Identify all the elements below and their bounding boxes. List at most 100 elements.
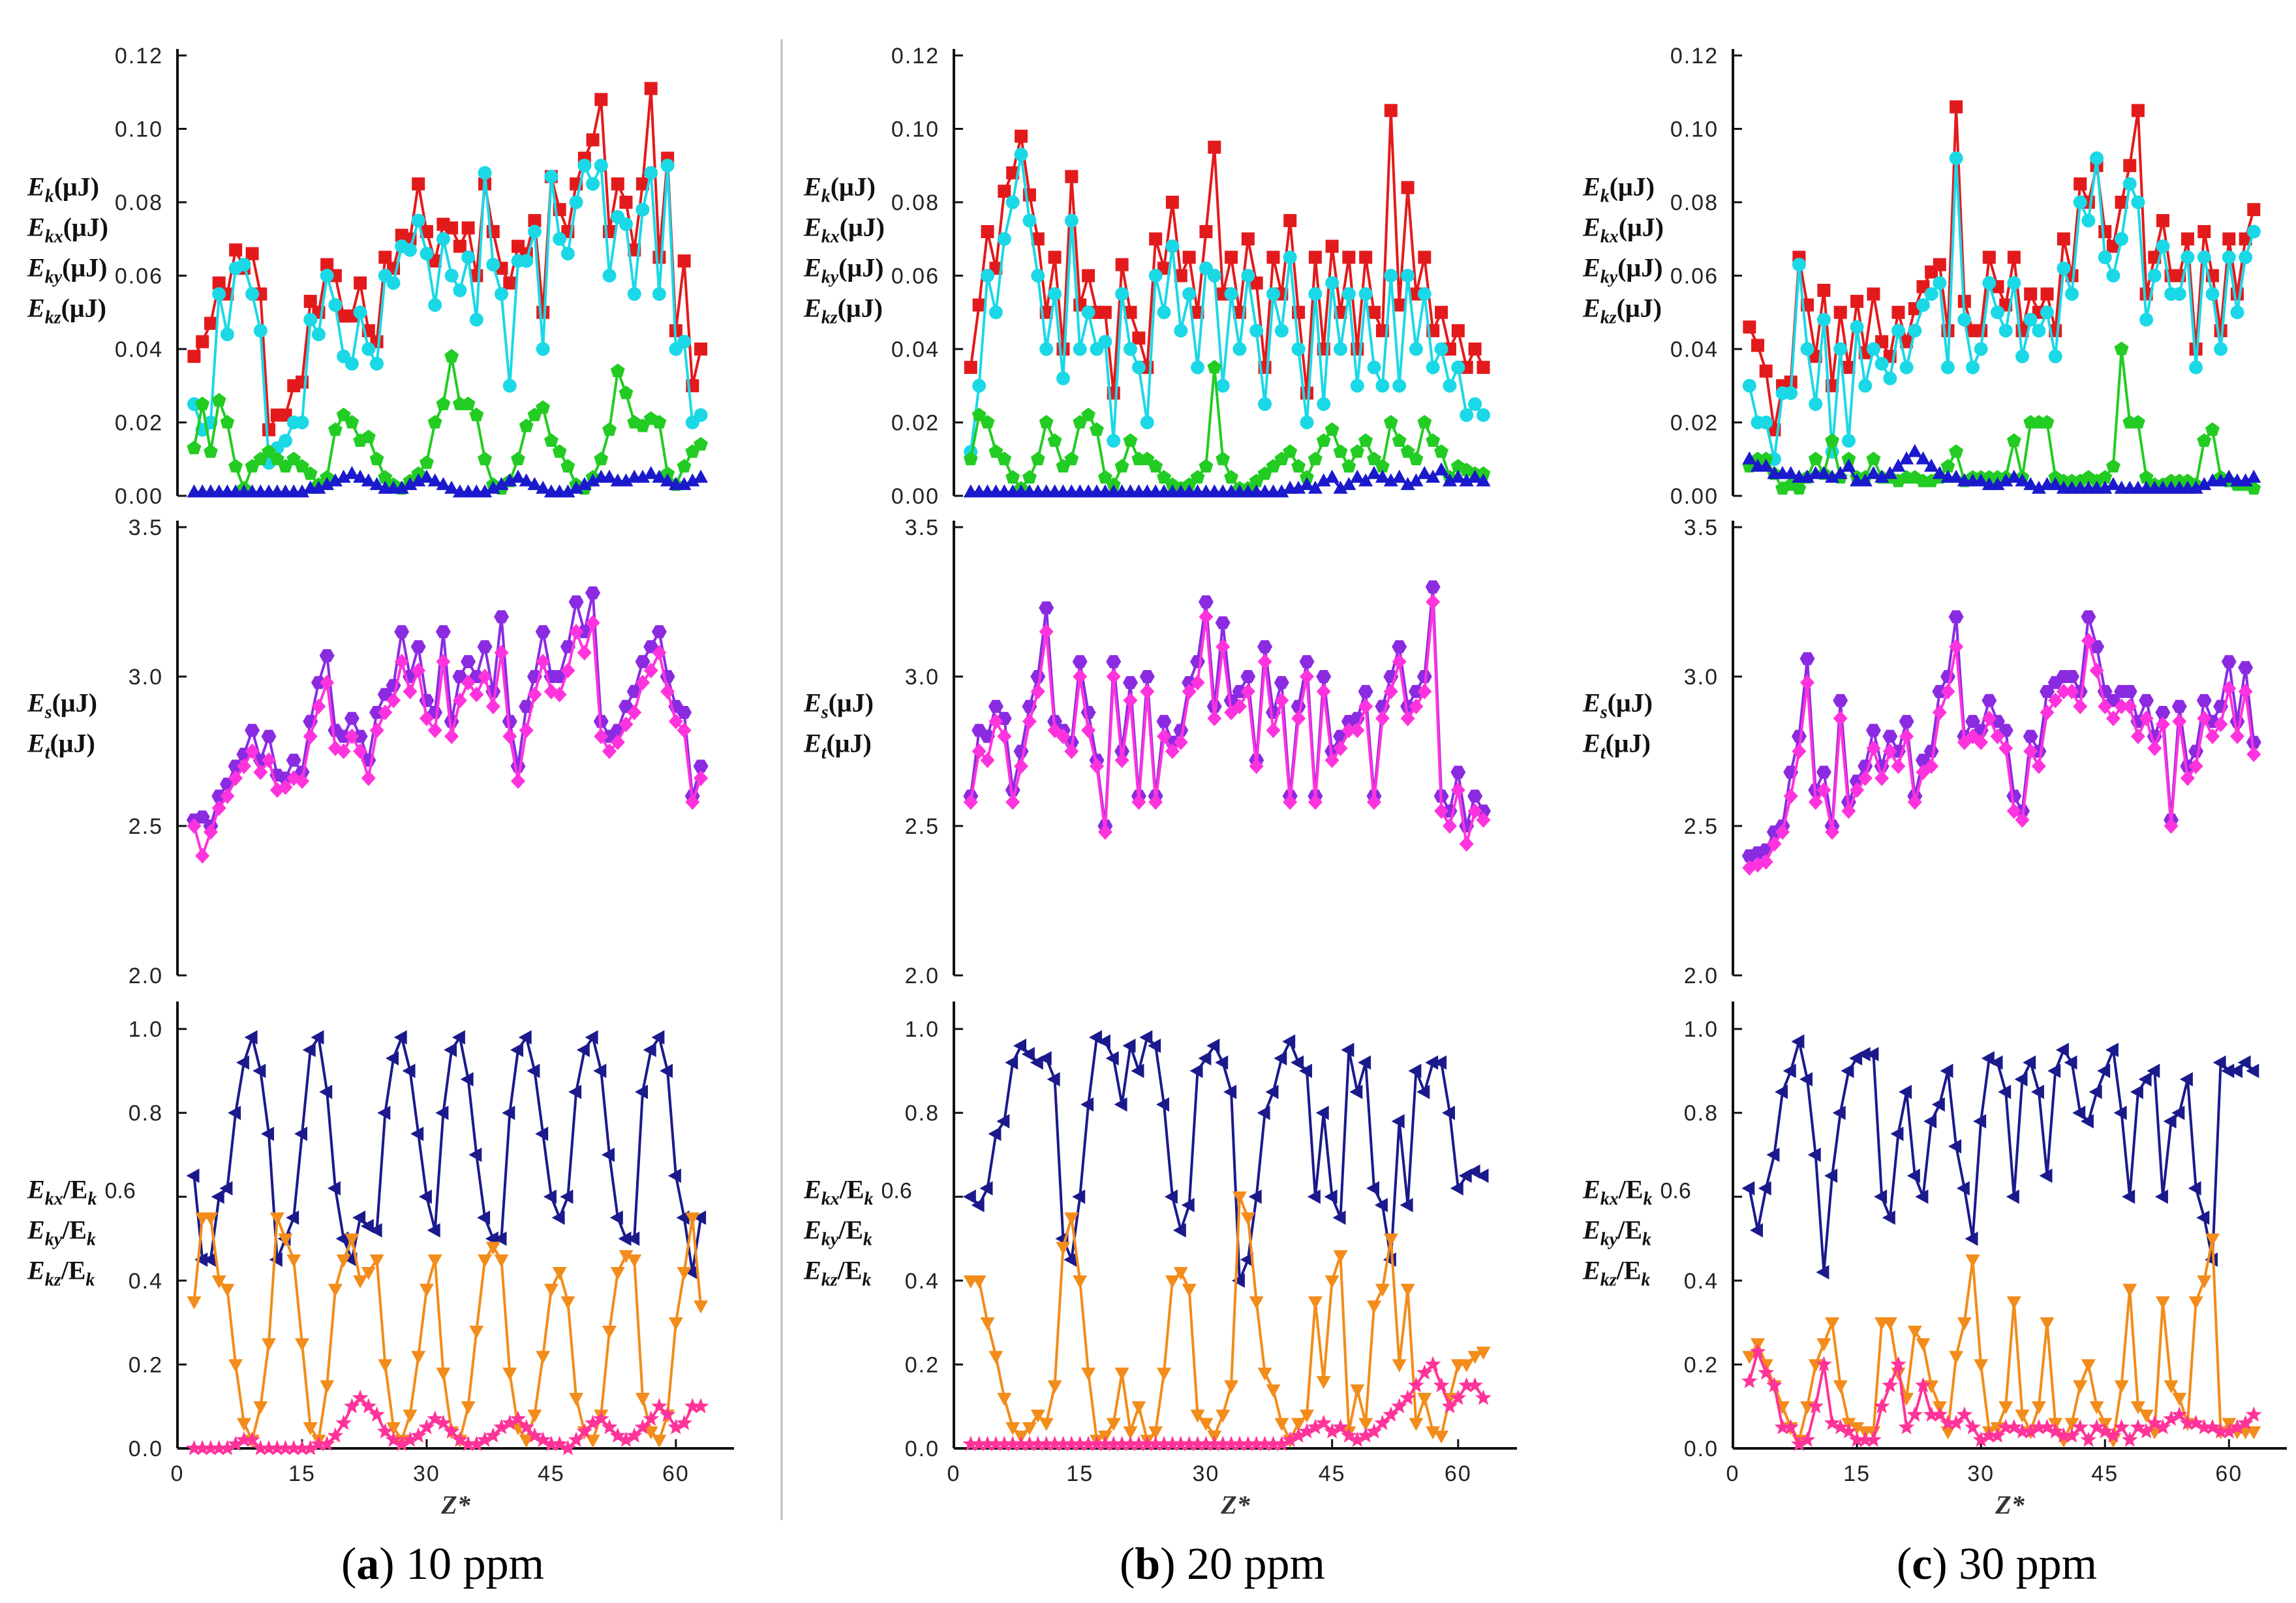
data-point-ekx-ratio	[1038, 1051, 1052, 1066]
data-point-eky	[461, 396, 476, 410]
y-tick-label: 0.10	[115, 117, 163, 142]
data-point-es	[585, 586, 601, 600]
data-point-ekx	[2131, 195, 2145, 209]
data-point-ekx-ratio	[211, 1189, 224, 1204]
data-point-ekx-ratio	[2171, 1105, 2185, 1120]
data-point-ekx	[1031, 269, 1045, 282]
y-tick-label: 0.12	[115, 44, 163, 69]
data-point-et	[1417, 683, 1432, 699]
data-point-ekz-ratio	[2229, 1418, 2246, 1435]
data-point-eky-ratio	[997, 1392, 1012, 1406]
y-tick-label: 2.5	[905, 814, 940, 839]
data-point-ek	[694, 343, 708, 356]
data-point-ekz	[444, 480, 459, 494]
data-point-es	[245, 724, 260, 737]
data-point-ekx	[1341, 287, 1356, 301]
data-point-ekz	[2188, 480, 2203, 494]
data-point-ekz	[2098, 480, 2113, 494]
data-point-ekx-ratio	[1064, 1252, 1077, 1267]
data-point-ekz-ratio	[2080, 1431, 2097, 1447]
y-axis-label-ekx: Ekx(μJ)	[27, 213, 108, 247]
data-point-ekx-ratio	[1965, 1231, 1978, 1246]
data-point-eky	[320, 470, 335, 484]
data-point-ekz	[2015, 473, 2030, 487]
data-point-ekx-ratio	[2221, 1063, 2235, 1078]
x-axis-label: Z*	[1220, 1490, 1250, 1519]
data-point-ekx-ratio	[352, 1210, 366, 1225]
data-point-es	[2064, 670, 2079, 683]
data-point-ekz-ratio	[651, 1397, 667, 1414]
data-point-ekx-ratio	[377, 1105, 391, 1120]
y-tick-label: 0.12	[1670, 44, 1719, 69]
data-point-ekz	[619, 473, 634, 487]
data-point-ekz	[1333, 480, 1348, 494]
y-tick-label: 0.08	[891, 191, 940, 215]
data-point-ekx-ratio	[253, 1063, 266, 1078]
data-point-ekz-ratio	[1865, 1431, 1882, 1447]
data-point-ekx-ratio	[593, 1063, 607, 1078]
data-point-ek	[245, 247, 259, 260]
data-point-es	[2246, 735, 2261, 749]
data-point-ekz-ratio	[1004, 1435, 1021, 1452]
data-point-et	[1165, 743, 1180, 759]
data-point-et	[478, 669, 493, 684]
data-point-eky	[519, 418, 534, 433]
data-point-eky	[361, 429, 376, 444]
data-point-ekz-ratio	[592, 1411, 609, 1426]
data-point-ekx	[635, 202, 650, 217]
data-point-es	[2040, 684, 2055, 698]
data-point-ekz-ratio	[667, 1418, 684, 1435]
data-point-eky	[694, 436, 708, 451]
data-point-eky	[1400, 444, 1415, 458]
y-tick-label: 1.0	[905, 1017, 940, 1042]
data-point-es	[1039, 601, 1054, 615]
data-point-ekx	[2122, 177, 2137, 191]
data-point-ekz-ratio	[1873, 1397, 1890, 1414]
data-point-es	[1123, 676, 1138, 690]
data-point-ek	[1359, 251, 1373, 264]
data-point-es	[344, 712, 360, 725]
data-point-eky-ratio	[1417, 1392, 1432, 1406]
data-point-ekz	[2246, 469, 2261, 483]
data-point-eky	[1097, 470, 1112, 484]
data-point-ekz	[369, 477, 384, 491]
data-point-ekz-ratio	[2179, 1414, 2196, 1430]
data-point-et	[1249, 758, 1264, 774]
data-point-ekx-ratio	[2089, 1084, 2102, 1099]
data-point-ekx	[2205, 287, 2220, 301]
data-point-eky	[619, 386, 634, 399]
data-point-ekx	[1891, 324, 1905, 338]
data-point-ekx-ratio	[1783, 1063, 1796, 1078]
data-point-ekx	[1866, 342, 1880, 356]
data-point-ekz-ratio	[510, 1411, 527, 1426]
data-point-ekz-ratio	[1374, 1414, 1391, 1430]
series-ekx-ratio	[1741, 1034, 2259, 1279]
data-point-ekz-ratio	[676, 1414, 692, 1430]
data-point-es	[1274, 676, 1289, 690]
data-point-et	[461, 675, 476, 691]
data-point-ekz-ratio	[1231, 1435, 1248, 1452]
data-point-ekx	[444, 269, 459, 282]
data-point-ekz-ratio	[2220, 1423, 2237, 1439]
data-point-ekx-ratio	[1832, 1105, 1846, 1120]
data-point-et	[485, 698, 500, 714]
data-point-ekx-ratio	[502, 1105, 515, 1120]
data-point-eky-ratio	[1274, 1418, 1289, 1431]
data-point-ekz-ratio	[1997, 1418, 2014, 1435]
data-point-es	[2122, 684, 2137, 698]
data-point-ekz	[2213, 473, 2228, 487]
data-point-ekx-ratio	[186, 1168, 200, 1183]
data-point-et	[1333, 740, 1348, 756]
data-point-ekx-ratio	[2179, 1072, 2193, 1087]
data-point-ekx	[1784, 386, 1798, 400]
data-point-ekx-ratio	[1816, 1265, 1829, 1279]
data-point-ekx-ratio	[244, 1030, 258, 1045]
data-point-et	[1030, 683, 1045, 699]
data-point-ekx-ratio	[643, 1043, 656, 1058]
data-point-eky	[1224, 470, 1238, 484]
data-point-eky	[262, 444, 276, 458]
data-point-eky	[560, 459, 575, 473]
data-point-ekx-ratio	[369, 1223, 382, 1238]
data-point-ekx	[1317, 397, 1331, 411]
data-point-ekx-ratio	[1998, 1084, 2012, 1099]
